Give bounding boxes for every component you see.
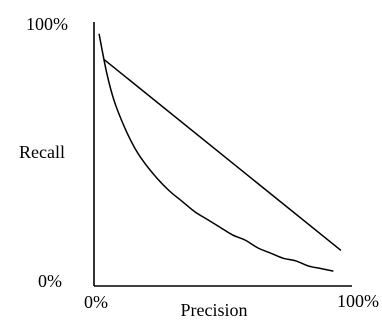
series-line-2 <box>98 33 334 272</box>
y-tick-label-max: 100% <box>26 14 68 34</box>
y-tick-label-min: 0% <box>38 271 62 291</box>
x-tick-label-max: 100% <box>337 291 379 311</box>
series-layer <box>98 33 342 272</box>
x-axis-label: Precision <box>181 300 248 320</box>
series-line-1 <box>103 58 342 252</box>
x-tick-label-min: 0% <box>84 292 108 312</box>
y-axis-label: Recall <box>19 142 65 162</box>
